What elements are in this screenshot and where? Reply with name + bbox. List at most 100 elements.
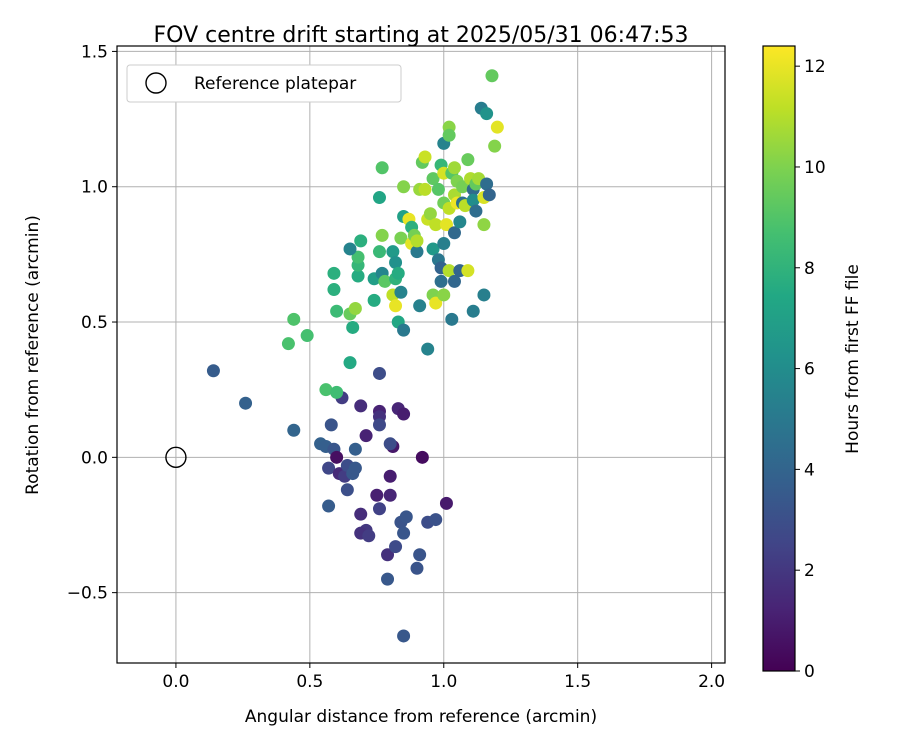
y-tick-label: 1.5 [81, 42, 108, 62]
data-point [389, 255, 403, 269]
data-point [287, 312, 301, 326]
data-point [348, 442, 362, 456]
data-point [389, 299, 403, 313]
data-point [413, 299, 427, 313]
data-point [397, 629, 411, 643]
colorbar-tick-label: 10 [804, 158, 826, 178]
data-point [300, 329, 314, 343]
data-point [397, 323, 411, 337]
data-point [322, 461, 336, 475]
data-point [477, 218, 491, 232]
data-point [426, 242, 440, 256]
colorbar-tick-label: 0 [804, 662, 815, 682]
data-point [445, 312, 459, 326]
data-point [370, 488, 384, 502]
data-point [426, 172, 440, 186]
data-point [394, 285, 408, 299]
data-point [372, 191, 386, 205]
colorbar-label: Hours from first FF file [843, 264, 863, 454]
data-point [375, 161, 389, 175]
data-point [362, 529, 376, 543]
data-point [415, 450, 429, 464]
data-point [397, 526, 411, 540]
x-axis-ticks: 0.0 0.5 1.0 1.5 2.0 [162, 663, 725, 692]
data-point [447, 274, 461, 288]
data-point [391, 266, 405, 280]
legend-reference-marker [145, 72, 167, 94]
colorbar-gradient [762, 45, 796, 672]
legend-box [126, 64, 402, 103]
data-point [447, 161, 461, 175]
data-point [397, 180, 411, 194]
y-tick-label: −0.5 [67, 584, 108, 604]
data-point [372, 245, 386, 259]
data-point [439, 496, 453, 510]
data-point [322, 499, 336, 513]
legend: Reference platepar [126, 64, 402, 103]
data-point [456, 180, 470, 194]
data-point [319, 383, 333, 397]
data-point [453, 215, 467, 229]
data-point [330, 304, 344, 318]
data-point [348, 301, 362, 315]
data-point [466, 304, 480, 318]
data-point [413, 548, 427, 562]
data-point [437, 288, 451, 302]
data-point [351, 250, 365, 264]
x-tick-label: 1.0 [430, 672, 457, 692]
y-tick-label: 1.0 [81, 178, 108, 198]
colorbar-tick-label: 12 [804, 57, 826, 77]
data-point [287, 423, 301, 437]
data-point [410, 245, 424, 259]
data-point [490, 120, 504, 134]
data-point [466, 193, 480, 207]
data-point [397, 407, 411, 421]
data-point [375, 228, 389, 242]
colorbar: 0 2 4 6 8 10 12 Hours from first FF file [762, 45, 863, 682]
data-point [346, 320, 360, 334]
data-point [485, 69, 499, 83]
data-point [429, 296, 443, 310]
data-point [488, 139, 502, 153]
legend-label: Reference platepar [194, 74, 356, 94]
data-point [461, 153, 475, 167]
x-tick-label: 0.0 [162, 672, 189, 692]
colorbar-tick-label: 4 [804, 460, 815, 480]
x-tick-label: 0.5 [296, 672, 323, 692]
data-point [354, 399, 368, 413]
data-point [410, 561, 424, 575]
data-point [348, 461, 362, 475]
x-tick-label: 1.5 [564, 672, 591, 692]
data-point [343, 242, 357, 256]
data-point [480, 177, 494, 191]
data-point [439, 218, 453, 232]
data-point [442, 264, 456, 278]
data-point [434, 274, 448, 288]
data-point [354, 234, 368, 248]
data-point [389, 540, 403, 554]
data-point [330, 385, 344, 399]
y-axis-label: Rotation from reference (arcmin) [23, 215, 43, 495]
data-point [418, 150, 432, 164]
plot-frame [116, 45, 726, 664]
data-point [351, 269, 365, 283]
x-tick-label: 2.0 [698, 672, 725, 692]
data-point [482, 188, 496, 202]
colorbar-tick-label: 8 [804, 259, 815, 279]
data-point [461, 264, 475, 278]
y-tick-label: 0.5 [81, 313, 108, 333]
data-point [421, 342, 435, 356]
data-point [340, 483, 354, 497]
data-point [429, 513, 443, 527]
data-point [480, 107, 494, 121]
data-point [399, 510, 413, 524]
data-point [431, 182, 445, 196]
data-point [324, 418, 338, 432]
data-point [330, 450, 344, 464]
data-point [386, 245, 400, 259]
data-point [372, 502, 386, 516]
data-point [239, 396, 253, 410]
data-point [359, 429, 373, 443]
data-point [372, 366, 386, 380]
